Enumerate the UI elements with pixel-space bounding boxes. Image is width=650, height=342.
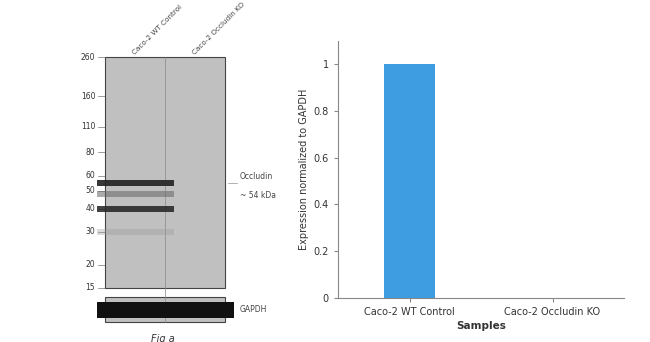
Text: 20: 20: [86, 260, 96, 269]
Text: 15: 15: [86, 284, 96, 292]
Text: Occludin: Occludin: [240, 172, 273, 181]
Bar: [385, 64, 435, 298]
Text: 50: 50: [86, 186, 96, 195]
Bar: [97, 191, 174, 197]
Text: 80: 80: [86, 148, 96, 157]
X-axis label: Samples: Samples: [456, 321, 506, 331]
Bar: [97, 180, 174, 186]
Text: 40: 40: [86, 204, 96, 213]
Text: 260: 260: [81, 53, 96, 62]
Bar: [157, 302, 234, 317]
Text: Caco-2 WT Control: Caco-2 WT Control: [131, 4, 183, 55]
Text: 60: 60: [86, 171, 96, 180]
Text: Caco-2 Occludin KO: Caco-2 Occludin KO: [191, 1, 246, 55]
Text: GAPDH: GAPDH: [240, 305, 267, 314]
Text: 30: 30: [86, 227, 96, 236]
Text: ~ 54 kDa: ~ 54 kDa: [240, 190, 276, 199]
Bar: [97, 206, 174, 212]
Y-axis label: Expression normalized to GAPDH: Expression normalized to GAPDH: [300, 89, 309, 250]
Text: 160: 160: [81, 92, 96, 101]
Bar: [97, 302, 174, 317]
Text: 110: 110: [81, 122, 96, 131]
Bar: [105, 297, 226, 322]
Bar: [97, 229, 174, 235]
Text: Fig a: Fig a: [151, 334, 174, 342]
Bar: [105, 57, 226, 288]
